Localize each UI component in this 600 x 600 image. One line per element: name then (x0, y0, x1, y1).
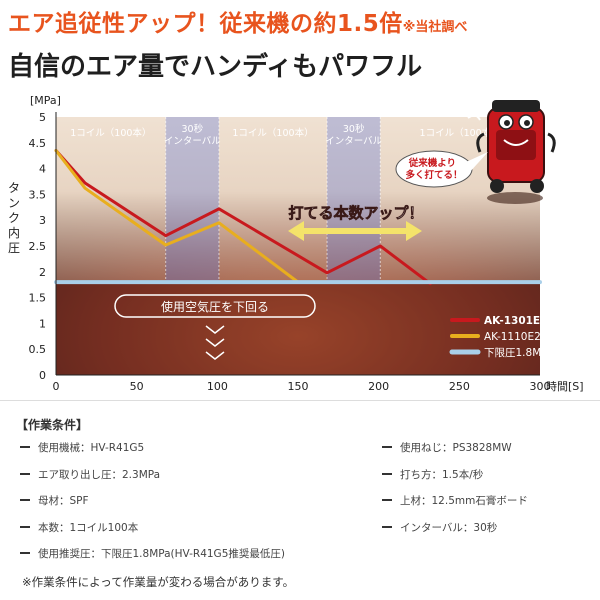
condition-text: 上材：12.5mm石膏ボード (400, 495, 528, 507)
y-axis-label-char: ン (8, 196, 20, 210)
series-line-1 (54, 149, 432, 286)
y-tick-label: 0.5 (29, 343, 47, 356)
y-tick-label: 4 (39, 163, 46, 176)
x-axis-label: 時間[S] (546, 380, 584, 393)
condition-item: 使用機械：HV-R41G5 (20, 440, 285, 467)
dash-icon (20, 525, 30, 528)
condition-text: 使用機械：HV-R41G5 (38, 442, 145, 454)
y-tick-label: 4.5 (29, 137, 47, 150)
bubble-line-1: 従来機より (408, 157, 456, 169)
dash-icon (20, 499, 30, 501)
condition-text: 打ち方：1.5本/秒 (400, 468, 484, 481)
y-tick-label: 0 (39, 369, 46, 382)
x-tick-label: 0 (53, 380, 60, 393)
x-tick-label: 150 (288, 380, 309, 393)
band-label: 1コイル（100本） (232, 127, 313, 139)
x-tick-label: 50 (130, 380, 144, 393)
dash-icon (382, 446, 392, 448)
condition-item: 打ち方：1.5本/秒 (382, 467, 528, 494)
y-tick-label: 5 (39, 111, 46, 124)
bubble-line-2: 多く打てる！ (405, 169, 462, 181)
y-tick-label: 2 (39, 266, 46, 279)
band-label: 30秒インターバル (164, 123, 221, 147)
x-tick-label: 100 (207, 380, 228, 393)
band-label-line: 1コイル（100本） (70, 127, 151, 139)
arrow-head-right (406, 221, 422, 241)
arrow-text: 打てる本数アップ！ (288, 204, 423, 222)
y-axis-label-char: 圧 (8, 241, 20, 255)
y-tick-label: 3 (39, 214, 46, 227)
condition-text: インターバル：30秒 (400, 521, 498, 534)
mascot-bubble: 従来機より 多く打てる！ (395, 150, 488, 188)
condition-item: 使用ねじ：PS3828MW (382, 440, 528, 467)
chevron-down-icon (205, 338, 225, 347)
dash-icon (20, 446, 30, 448)
footnote: ※作業条件によって作業量が変わる場合があります。 (22, 575, 295, 589)
y-tick-label: 3.5 (29, 188, 47, 201)
y-axis-label: タンク内圧 (8, 181, 20, 255)
y-tick-label: 1.5 (29, 292, 47, 305)
series-line-2 (54, 149, 300, 284)
conditions-left-list: 使用機械：HV-R41G5 エア取り出し圧：2.3MPa 母材：SPF 本数：1コイル… (20, 440, 285, 573)
arrow-head-left (288, 221, 304, 241)
x-tick-label: 300 (530, 380, 551, 393)
condition-text: 使用ねじ：PS3828MW (400, 442, 512, 454)
below-threshold-zone (56, 282, 540, 375)
dash-icon (382, 499, 392, 501)
dash-icon (382, 525, 392, 528)
dash-icon (20, 552, 30, 554)
legend-label: AK-1110E2 (484, 331, 541, 343)
conditions-right-list: 使用ねじ：PS3828MW 打ち方：1.5本/秒上材：12.5mm石膏ボード インタ… (382, 440, 528, 546)
interval-band (327, 117, 381, 283)
dash-icon (20, 472, 30, 475)
condition-item: 本数：1コイル100本 (20, 520, 285, 547)
band-label-line: 30秒 (182, 123, 204, 135)
y-axis-label-char: 内 (8, 226, 20, 240)
legend-label: 下限圧1.8MPa (484, 347, 554, 359)
coil-band (218, 117, 328, 283)
condition-text: 使用推奨圧：下限圧1.8MPa(HV-R41G5推奨最低圧) (38, 548, 285, 560)
y-axis-unit: [MPa] (30, 94, 61, 107)
headline: エア追従性アップ！従来機の約1.5倍※当社調べ (8, 4, 467, 38)
chevron-down-icon (205, 351, 225, 360)
condition-item: 上材：12.5mm石膏ボード (382, 493, 528, 520)
condition-item: 使用推奨圧：下限圧1.8MPa(HV-R41G5推奨最低圧) (20, 546, 285, 573)
subheadline: 自信のエア量でハンディもパワフル (8, 52, 423, 82)
condition-text: 母材：SPF (38, 495, 89, 507)
mascot-compressor-icon (467, 100, 561, 204)
headline-main: エア追従性アップ！従来機の約1.5倍 (8, 11, 403, 37)
y-tick-label: 1 (39, 317, 46, 330)
air-label-pill (114, 294, 316, 318)
x-tick-label: 200 (368, 380, 389, 393)
conditions-title: 【作業条件】 (16, 418, 89, 432)
y-axis-label-char: タ (8, 181, 20, 195)
dash-icon (382, 472, 392, 475)
band-label-line: 30秒 (343, 123, 365, 135)
band-label-line: 1コイル（100本） (232, 127, 313, 139)
y-tick-label: 2.5 (29, 240, 47, 253)
x-tick-label: 250 (449, 380, 470, 393)
chevron-down-icon (205, 325, 225, 334)
band-label: 1コイル（100本） (70, 127, 151, 139)
air-label-text: 使用空気圧を下回る (161, 299, 269, 314)
svg-text:従来機より 多く打てる！: 従来機より 多く打てる！ (405, 157, 462, 181)
y-axis-label-char: ク (8, 211, 20, 225)
headline-note: ※当社調べ (402, 20, 468, 35)
divider (0, 400, 600, 401)
legend-label: AK-1301E（8L） (484, 314, 575, 327)
condition-item: インターバル：30秒 (382, 520, 528, 547)
interval-band (165, 117, 219, 283)
condition-text: エア取り出し圧：2.3MPa (38, 468, 161, 481)
condition-item: エア取り出し圧：2.3MPa (20, 467, 285, 494)
band-label: 30秒インターバル (325, 123, 382, 147)
condition-text: 本数：1コイル100本 (38, 521, 139, 534)
band-label-line: インターバル (325, 136, 382, 147)
band-label-line: インターバル (164, 136, 221, 147)
condition-item: 母材：SPF (20, 493, 285, 520)
